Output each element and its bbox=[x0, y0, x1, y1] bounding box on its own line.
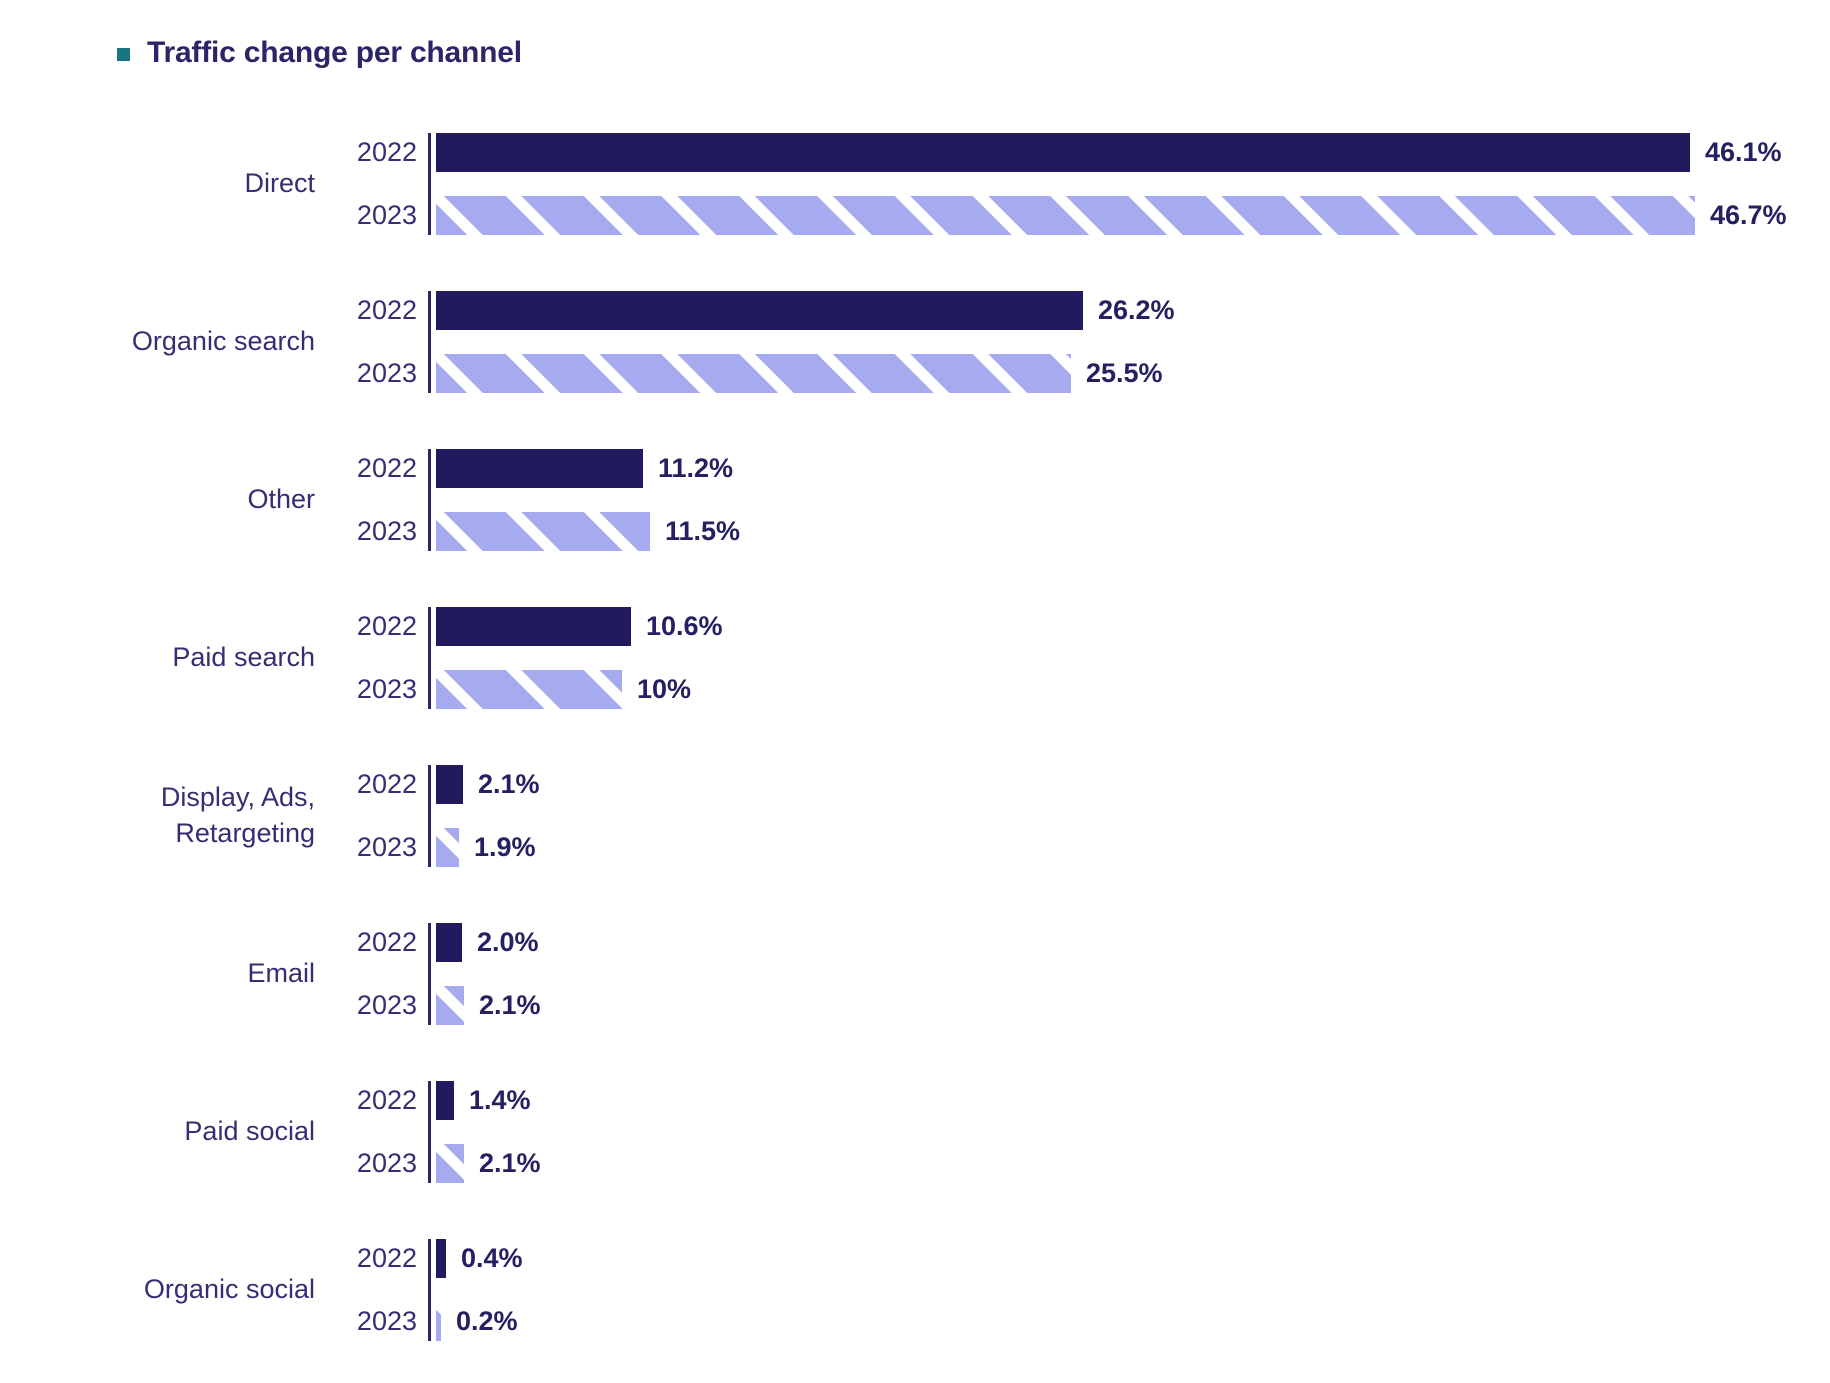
bar-2022 bbox=[436, 765, 463, 804]
bar-2022 bbox=[436, 1239, 446, 1278]
bar-group-display-ads-retargeting: Display, Ads, Retargeting 2022 2023 2.1%… bbox=[0, 765, 1830, 867]
year-label-2023: 2023 bbox=[356, 990, 417, 1020]
bar-group-paid-search: Paid search 2022 2023 10.6% 10% bbox=[0, 607, 1830, 709]
chart-header: Traffic change per channel bbox=[117, 34, 1830, 72]
year-label-2023: 2023 bbox=[356, 200, 417, 230]
year-label-2023: 2023 bbox=[356, 358, 417, 388]
value-label: 1.4% bbox=[469, 1085, 531, 1115]
value-label: 2.1% bbox=[478, 769, 540, 799]
chart-title: Traffic change per channel bbox=[147, 36, 522, 69]
year-label-2022: 2022 bbox=[356, 611, 417, 641]
bar-2022 bbox=[436, 607, 631, 646]
category-label: Other bbox=[247, 484, 315, 515]
category-label: Direct bbox=[244, 168, 315, 199]
bar-2023 bbox=[436, 1144, 464, 1183]
bar-2022 bbox=[436, 449, 643, 488]
title-bullet-icon bbox=[117, 47, 130, 61]
value-label: 0.4% bbox=[461, 1243, 523, 1273]
bar-2022 bbox=[436, 923, 462, 962]
year-label-2022: 2022 bbox=[356, 927, 417, 957]
bar-2023 bbox=[436, 670, 622, 709]
year-label-2022: 2022 bbox=[356, 1085, 417, 1115]
category-label: Display, Ads, Retargeting bbox=[160, 782, 315, 848]
bar-group-organic-social: Organic social 2022 2023 0.4% 0.2% bbox=[0, 1239, 1830, 1341]
value-label: 2.1% bbox=[479, 1148, 541, 1178]
value-label: 46.7% bbox=[1710, 200, 1787, 230]
axis-line: 2.0% 2.1% bbox=[428, 923, 1830, 1025]
axis-line: 1.4% 2.1% bbox=[428, 1081, 1830, 1183]
year-label-2023: 2023 bbox=[356, 832, 417, 862]
value-label: 1.9% bbox=[474, 832, 536, 862]
axis-line: 46.1% 46.7% bbox=[428, 133, 1830, 235]
category-label: Paid search bbox=[172, 642, 315, 673]
axis-line: 11.2% 11.5% bbox=[428, 449, 1830, 551]
category-label: Organic social bbox=[143, 1274, 315, 1305]
value-label: 25.5% bbox=[1086, 358, 1163, 388]
category-label: Organic search bbox=[131, 326, 315, 357]
traffic-change-chart: Traffic change per channel Direct 2022 2… bbox=[0, 34, 1830, 1383]
value-label: 26.2% bbox=[1098, 295, 1175, 325]
category-label: Paid social bbox=[184, 1116, 315, 1147]
year-label-2023: 2023 bbox=[356, 516, 417, 546]
bar-2023 bbox=[436, 828, 459, 867]
year-label-2023: 2023 bbox=[356, 1148, 417, 1178]
value-label: 0.2% bbox=[456, 1306, 518, 1336]
year-label-2022: 2022 bbox=[356, 1243, 417, 1273]
bar-2022 bbox=[436, 291, 1083, 330]
bar-2023 bbox=[436, 354, 1071, 393]
value-label: 2.0% bbox=[477, 927, 539, 957]
value-label: 46.1% bbox=[1705, 137, 1782, 167]
category-label: Email bbox=[247, 958, 315, 989]
year-label-2022: 2022 bbox=[356, 137, 417, 167]
bar-group-direct: Direct 2022 2023 46.1% 46.7% bbox=[0, 133, 1830, 235]
axis-line: 0.4% 0.2% bbox=[428, 1239, 1830, 1341]
bar-2023 bbox=[436, 986, 464, 1025]
bar-group-email: Email 2022 2023 2.0% 2.1% bbox=[0, 923, 1830, 1025]
year-label-2022: 2022 bbox=[356, 769, 417, 799]
year-label-2023: 2023 bbox=[356, 674, 417, 704]
year-label-2023: 2023 bbox=[356, 1306, 417, 1336]
bar-2022 bbox=[436, 1081, 454, 1120]
bar-2023 bbox=[436, 1302, 441, 1341]
bar-chart: Direct 2022 2023 46.1% 46.7% Organic sea… bbox=[0, 133, 1830, 1341]
bar-group-organic-search: Organic search 2022 2023 26.2% 25.5% bbox=[0, 291, 1830, 393]
value-label: 10% bbox=[637, 674, 692, 704]
bar-2022 bbox=[436, 133, 1690, 172]
value-label: 10.6% bbox=[646, 611, 723, 641]
year-label-2022: 2022 bbox=[356, 295, 417, 325]
axis-line: 10.6% 10% bbox=[428, 607, 1830, 709]
axis-line: 2.1% 1.9% bbox=[428, 765, 1830, 867]
value-label: 11.2% bbox=[658, 453, 734, 483]
bar-2023 bbox=[436, 196, 1695, 235]
bar-2023 bbox=[436, 512, 650, 551]
value-label: 2.1% bbox=[479, 990, 541, 1020]
bar-group-other: Other 2022 2023 11.2% 11.5% bbox=[0, 449, 1830, 551]
bar-group-paid-social: Paid social 2022 2023 1.4% 2.1% bbox=[0, 1081, 1830, 1183]
year-label-2022: 2022 bbox=[356, 453, 417, 483]
value-label: 11.5% bbox=[665, 516, 741, 546]
axis-line: 26.2% 25.5% bbox=[428, 291, 1830, 393]
